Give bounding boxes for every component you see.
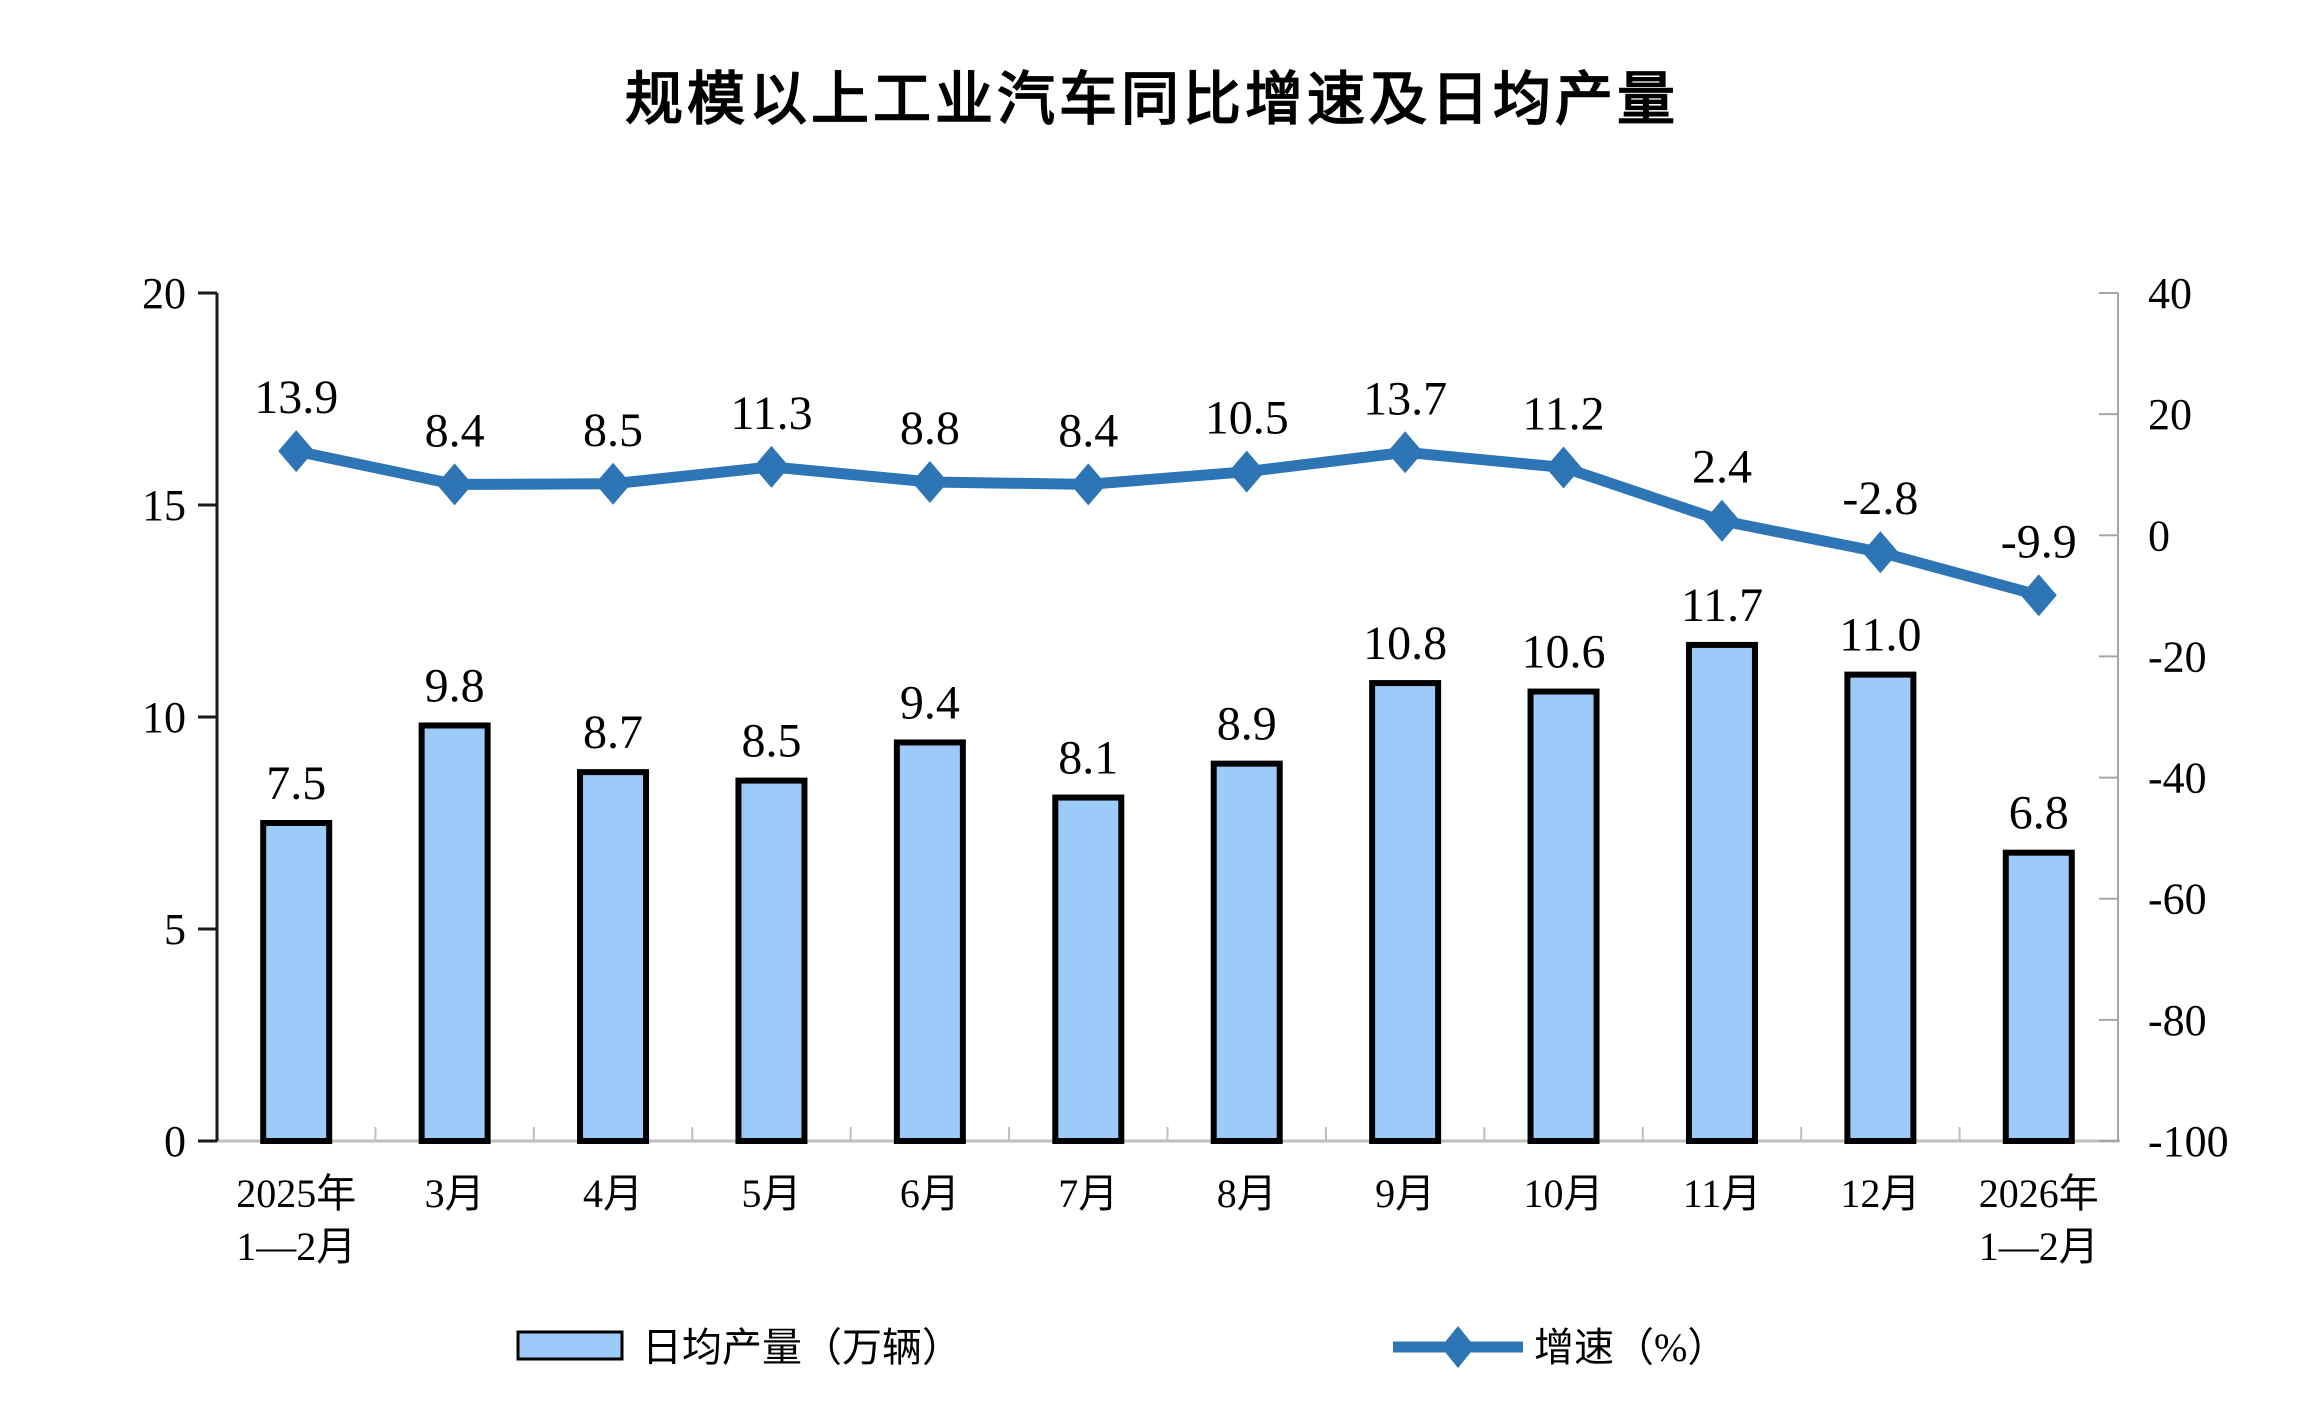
line-value-label: -2.8	[1842, 472, 1918, 525]
right-axis-tick-label: -100	[2148, 1117, 2229, 1166]
bar-value-label: 7.5	[266, 757, 326, 810]
line-diamond-marker-icon	[1862, 531, 1899, 574]
right-axis-tick-label: 20	[2148, 390, 2192, 439]
left-axis-tick-label: 20	[142, 269, 186, 318]
bar	[260, 820, 333, 1144]
bar	[893, 739, 966, 1144]
line-value-label: -9.9	[2001, 515, 2077, 568]
bar-value-label: 8.5	[741, 715, 801, 768]
right-axis-tick-label: -40	[2148, 754, 2207, 803]
bar	[1685, 641, 1758, 1144]
line-value-label: 8.5	[583, 404, 643, 457]
bar-value-label: 10.6	[1522, 626, 1606, 679]
bar	[1527, 688, 1600, 1144]
bar-series	[260, 641, 2075, 1145]
left-axis-tick-label: 0	[164, 1117, 186, 1166]
bar	[1844, 671, 1917, 1144]
x-category-label: 1—2月	[236, 1224, 356, 1269]
x-category-label: 10月	[1524, 1171, 1604, 1216]
bar-value-label: 11.0	[1839, 609, 1921, 662]
legend: 日均产量（万辆） 增速（%）	[516, 1325, 1727, 1370]
right-axis-tick-label: 0	[2148, 511, 2170, 560]
bar-value-label: 6.8	[2009, 787, 2069, 840]
axes: 20 15 10 5 0 40 20 0 -20 -40 -60 -80 -100 2025年 1—2月 3月…	[142, 269, 2229, 1269]
left-axis-tick-label: 5	[164, 905, 186, 954]
x-category-label: 8月	[1217, 1171, 1277, 1216]
line-value-label: 8.4	[1058, 404, 1118, 457]
bar	[577, 769, 650, 1144]
line-value-label: 11.2	[1522, 387, 1604, 440]
x-category-label: 2025年	[236, 1171, 356, 1216]
x-category-label: 2026年	[1979, 1171, 2099, 1216]
bar	[2002, 849, 2075, 1144]
legend-bar-label: 日均产量（万辆）	[642, 1325, 962, 1370]
line-diamond-marker-icon	[278, 430, 315, 473]
line-diamond-marker-icon	[1228, 450, 1265, 493]
right-axis-tick-label: -60	[2148, 875, 2207, 924]
x-category-label: 3月	[425, 1171, 485, 1216]
bar	[418, 722, 491, 1144]
legend-bar-swatch-icon	[516, 1330, 624, 1361]
line-diamond-marker-icon	[753, 445, 790, 488]
line-value-label: 11.3	[730, 387, 812, 440]
line-value-label: 8.8	[900, 402, 960, 455]
bar-value-label: 8.7	[583, 706, 643, 759]
bar	[1052, 794, 1125, 1144]
bar-value-label: 10.8	[1363, 617, 1447, 670]
bar-value-label: 9.4	[900, 676, 960, 729]
chart-title: 规模以上工业汽车同比增速及日均产量	[624, 67, 1679, 132]
left-axis-tick-label: 15	[142, 481, 186, 530]
line-value-label: 8.4	[425, 404, 485, 457]
x-category-label: 5月	[741, 1171, 801, 1216]
line-diamond-marker-icon	[1070, 463, 1107, 506]
line-value-label: 13.7	[1363, 372, 1447, 425]
line-series	[278, 430, 2057, 617]
x-category-label: 7月	[1058, 1171, 1118, 1216]
left-axis-tick-label: 10	[142, 693, 186, 742]
x-category-label: 6月	[900, 1171, 960, 1216]
growth-line	[290, 445, 2045, 601]
bar	[1210, 760, 1283, 1144]
x-category-label: 11月	[1683, 1171, 1762, 1216]
x-category-label: 4月	[583, 1171, 643, 1216]
right-axis-tick-label: 40	[2148, 269, 2192, 318]
legend-line-label: 增速（%）	[1534, 1325, 1727, 1370]
x-category-label: 9月	[1375, 1171, 1435, 1216]
line-value-label: 13.9	[254, 371, 338, 424]
line-value-label: 2.4	[1692, 441, 1752, 494]
right-axis-tick-label: -20	[2148, 632, 2207, 681]
bar-value-label: 9.8	[425, 659, 485, 712]
bar	[735, 777, 808, 1144]
line-diamond-marker-icon	[2020, 574, 2057, 617]
data-labels: 7.5 9.8 8.7 8.5 9.4 8.1 8.9 10.8 10.6 11.7 11.0 6.8…	[254, 371, 2077, 840]
line-diamond-marker-icon	[595, 462, 632, 505]
line-diamond-marker-icon	[1545, 446, 1582, 489]
bar-value-label: 11.7	[1681, 579, 1763, 632]
line-diamond-marker-icon	[1703, 499, 1740, 542]
bar-value-label: 8.9	[1217, 698, 1277, 751]
x-category-label: 1—2月	[1979, 1224, 2099, 1269]
line-diamond-marker-icon	[1387, 431, 1424, 474]
line-value-label: 10.5	[1205, 392, 1289, 445]
x-category-label: 12月	[1840, 1171, 1920, 1216]
line-diamond-marker-icon	[911, 460, 948, 503]
bar-value-label: 8.1	[1058, 732, 1118, 785]
legend-diamond-icon	[1441, 1326, 1475, 1368]
right-axis-tick-label: -80	[2148, 996, 2207, 1045]
bar	[1369, 680, 1442, 1145]
line-diamond-marker-icon	[436, 463, 473, 506]
